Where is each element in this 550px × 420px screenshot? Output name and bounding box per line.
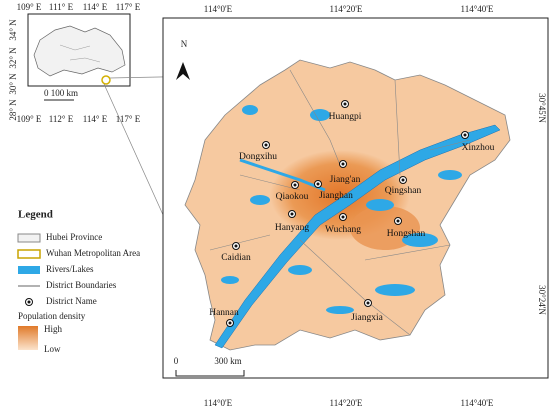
district-dot <box>341 215 345 219</box>
district-name: Jiang'an <box>330 175 361 185</box>
wuhan-marker <box>101 75 111 85</box>
legend-item: Rivers/Lakes <box>46 264 94 274</box>
district-name: Hanyang <box>275 223 310 233</box>
inset-top-tick: 111° E <box>49 2 74 12</box>
inset-boundaries <box>59 44 101 63</box>
top-tick: 114°0'E <box>204 4 233 14</box>
inset-bottom-tick: 117° E <box>116 114 141 124</box>
lake <box>242 105 258 115</box>
legend-title: Legend <box>18 209 53 221</box>
district-name: Jiangxia <box>351 313 383 323</box>
district-name: Caidian <box>221 253 251 263</box>
legend-item: District Boundaries <box>46 280 117 290</box>
district-dot <box>366 301 370 305</box>
lake <box>366 199 394 211</box>
district-name: Xinzhou <box>462 143 495 153</box>
inset-top-tick: 117° E <box>116 2 141 12</box>
district-dot <box>401 178 405 182</box>
district-dot <box>290 212 294 216</box>
lake <box>326 306 354 314</box>
district-dot <box>293 183 297 187</box>
inset-bottom-tick: 109° E <box>17 114 42 124</box>
lake <box>402 233 438 247</box>
bottom-tick: 114°0'E <box>204 398 233 408</box>
district-dot <box>234 244 238 248</box>
legend-swatch <box>17 233 41 243</box>
top-tick: 114°20'E <box>330 4 363 14</box>
district-name: Dongxihu <box>239 152 277 162</box>
north-arrow <box>176 62 190 80</box>
district-boundaries <box>209 69 471 336</box>
lake <box>250 195 270 205</box>
bottom-tick: 114°40'E <box>461 398 494 408</box>
top-tick: 114°40'E <box>461 4 494 14</box>
lake <box>375 284 415 296</box>
inset-left-tick: 28° N <box>8 99 18 121</box>
legend-item: Hubei Province <box>46 232 102 242</box>
district-name: Qiaokou <box>276 192 309 202</box>
district-name: Wuchang <box>325 225 361 235</box>
inset-top-tick: 109° E <box>17 2 42 12</box>
lake <box>221 276 239 284</box>
inset-left-tick: 30° N <box>8 73 18 95</box>
yangtze-river <box>214 124 501 349</box>
district-dot <box>343 102 347 106</box>
density-title: Population density <box>18 311 86 321</box>
district-dot <box>341 162 345 166</box>
lake <box>310 109 330 121</box>
inset-scale: 0 100 km <box>44 88 78 98</box>
inset-map: 0 100 km 109° E 111° E 114° E 117° E 109… <box>8 2 141 124</box>
district-name: Jianghan <box>319 191 353 201</box>
district-labels: Huangpi Xinzhou Dongxihu Jiang'an Qiaokou Jia… <box>209 100 495 327</box>
inset-bottom-tick: 114° E <box>83 114 108 124</box>
district-dot <box>396 219 400 223</box>
district-name: Hongshan <box>387 229 426 239</box>
legend-swatch <box>17 249 41 259</box>
lake <box>288 265 312 275</box>
legend-item: District Name <box>46 296 97 306</box>
north-label: N <box>181 39 188 49</box>
legend-swatch <box>18 266 40 274</box>
inset-top-tick: 114° E <box>83 2 108 12</box>
density-ramp <box>18 326 38 350</box>
district-dot <box>228 321 232 325</box>
district-name: Qingshan <box>385 186 422 196</box>
main-map: N 0 300 km 114°0'E 114°20'E 114°40'E 114… <box>162 4 549 408</box>
district-dot <box>463 133 467 137</box>
scale-start: 0 <box>174 356 179 366</box>
density-high: High <box>44 324 63 334</box>
inset-left-tick: 32° N <box>8 47 18 69</box>
inset-bottom-tick: 112° E <box>49 114 74 124</box>
density-low: Low <box>44 344 61 354</box>
inset-left-tick: 34° N <box>8 19 18 41</box>
district-name: Huangpi <box>329 112 362 122</box>
scale-bar <box>175 370 245 377</box>
han-river <box>239 158 326 192</box>
bottom-tick: 114°20'E <box>330 398 363 408</box>
district-name: Hannan <box>209 308 239 318</box>
legend-swatch <box>27 300 31 304</box>
legend-item: Wuhan Metropolitan Area <box>46 248 140 258</box>
hubei-outline <box>33 25 126 77</box>
district-dot <box>264 143 268 147</box>
lakes <box>221 105 462 314</box>
scale-end: 300 km <box>214 356 241 366</box>
district-dot <box>316 182 320 186</box>
legend: Legend Hubei Province Wuhan Metropolitan… <box>17 209 140 354</box>
lake <box>438 170 462 180</box>
right-tick: 30°24'N <box>537 285 547 315</box>
right-tick: 30°45'N <box>537 93 547 123</box>
